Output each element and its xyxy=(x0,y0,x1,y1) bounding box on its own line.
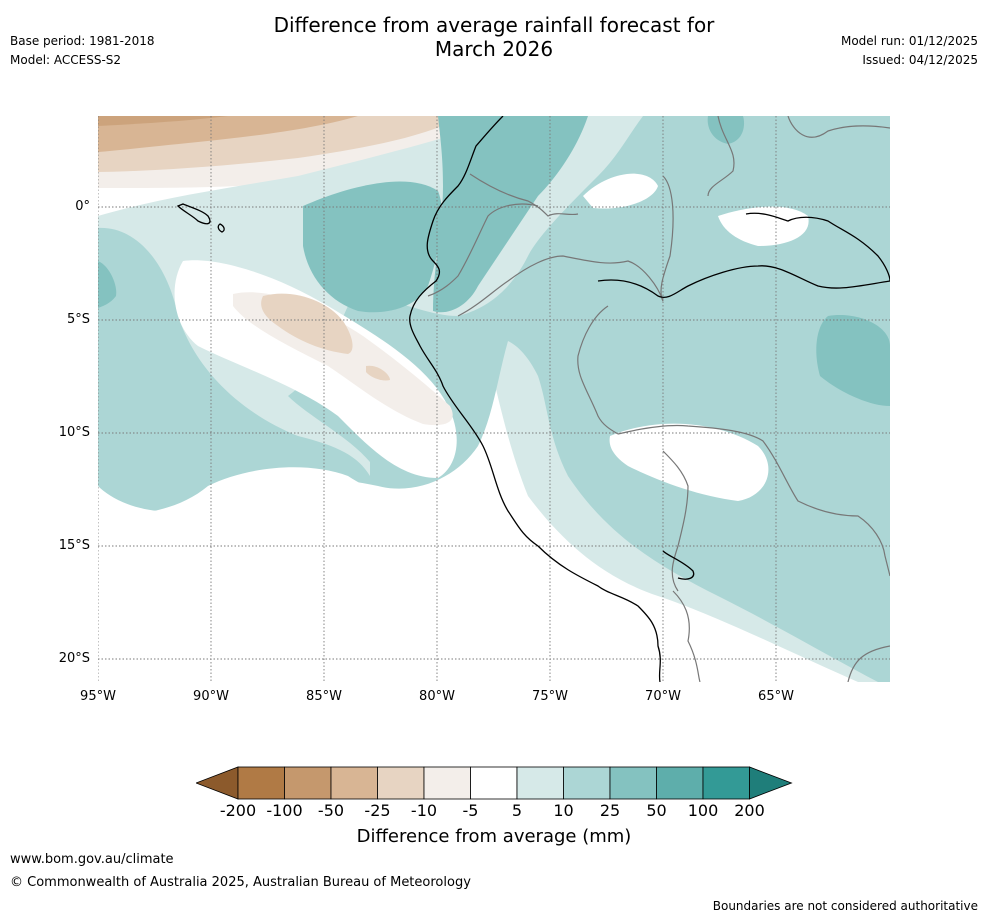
contour-dry-10-spot xyxy=(366,365,390,381)
lon-label-85w: 85°W xyxy=(306,689,342,704)
contour-wet-25-west xyxy=(303,181,443,313)
model-name: Model: ACCESS-S2 xyxy=(10,53,122,67)
colorbar-tick-label: 100 xyxy=(687,801,719,820)
border-peru-bolivia xyxy=(662,450,689,592)
contour-normal-bolivia xyxy=(609,423,769,501)
galapagos-isabela xyxy=(176,203,211,225)
contour-dry-50 xyxy=(98,116,228,126)
lon-label-95w: 95°W xyxy=(80,689,116,704)
south-america-west-coast xyxy=(409,116,661,682)
galapagos-island xyxy=(217,223,225,233)
colorbar-tick-label: -10 xyxy=(410,801,438,820)
border-colombia-ecuador xyxy=(469,173,579,217)
border-peru-brazil xyxy=(577,305,619,435)
contour-normal-east-2 xyxy=(718,206,809,246)
model-run-date: Model run: 01/12/2025 xyxy=(840,34,978,48)
contour-normal-east-1 xyxy=(583,173,658,209)
lat-label-15s: 15°S xyxy=(58,538,90,553)
colorbar-tick-label: -100 xyxy=(266,801,303,820)
colorbar-segment xyxy=(470,766,518,800)
footer-disclaimer: Boundaries are not considered authoritat… xyxy=(712,899,978,913)
base-period: Base period: 1981-2018 xyxy=(10,34,155,48)
contour-dry-25 xyxy=(98,116,358,152)
colorbar-extend-high xyxy=(749,766,793,800)
footer-copyright: © Commonwealth of Australia 2025, Austra… xyxy=(10,875,471,890)
colorbar-tick-label: -25 xyxy=(364,801,391,820)
colorbar-segment xyxy=(609,766,657,800)
colorbar-tick-label: 200 xyxy=(734,801,765,820)
run-info: Model run: 01/12/2025 Issued: 04/12/2025 xyxy=(841,32,978,70)
title-line-2: March 2026 xyxy=(434,37,554,61)
colorbar-extend-low xyxy=(196,766,239,800)
border-colombia-venezuela xyxy=(707,116,735,197)
lon-label-90w: 90°W xyxy=(193,689,229,704)
colorbar xyxy=(196,766,793,800)
amazon-river-north xyxy=(745,212,890,282)
border-ecuador-peru xyxy=(427,203,539,297)
rainfall-map xyxy=(98,116,890,682)
colorbar-segments xyxy=(196,766,793,800)
map-title: Difference from average rainfall forecas… xyxy=(0,13,988,61)
colorbar-segment xyxy=(656,766,704,800)
colorbar-title: Difference from average (mm) xyxy=(356,826,632,847)
colorbar-segment xyxy=(423,766,471,800)
colorbar-tick-label: -200 xyxy=(219,801,257,820)
colorbar-segment xyxy=(702,766,750,800)
colorbar-tick-label: -5 xyxy=(462,801,479,820)
colorbar-segment xyxy=(330,766,378,800)
colorbar-segment xyxy=(563,766,611,800)
title-line-1: Difference from average rainfall forecas… xyxy=(273,13,715,37)
colorbar-tick-label: 10 xyxy=(553,801,574,820)
lat-label-10s: 10°S xyxy=(58,425,90,440)
lon-label-65w: 65°W xyxy=(758,689,794,704)
contour-wet-25-northeast xyxy=(809,175,864,211)
colorbar-tick-label: 25 xyxy=(599,801,621,820)
graticule xyxy=(98,116,890,682)
contour-wet-10 xyxy=(98,116,890,682)
lat-label-0: 0° xyxy=(75,199,90,214)
border-chile-bolivia xyxy=(672,590,701,682)
lat-label-20s: 20°S xyxy=(58,651,90,666)
lake-titicaca xyxy=(662,550,695,580)
colorbar-segment xyxy=(516,766,564,800)
lon-label-70w: 70°W xyxy=(645,689,681,704)
contour-wet-25-east xyxy=(816,315,890,406)
contour-wet-25-north xyxy=(707,116,745,144)
colorbar-segment xyxy=(377,766,425,800)
coastline xyxy=(176,116,890,682)
lon-label-80w: 80°W xyxy=(419,689,455,704)
colorbar-segment xyxy=(237,766,285,800)
amazon-river xyxy=(597,265,890,298)
colorbar-segment xyxy=(284,766,332,800)
footer-url: www.bom.gov.au/climate xyxy=(10,852,174,867)
issued-date: Issued: 04/12/2025 xyxy=(862,53,978,67)
contour-dry-10-tongue xyxy=(261,293,353,354)
colorbar-tick-label: 5 xyxy=(511,801,523,820)
border-peru-colombia xyxy=(457,255,664,317)
colorbar-tick-label: 50 xyxy=(646,801,667,820)
contour-normal-south xyxy=(98,467,818,682)
contour-wet-25-coast xyxy=(433,116,588,313)
model-info: Base period: 1981-2018 Model: ACCESS-S2 xyxy=(10,32,155,70)
colorbar-tick-label: -50 xyxy=(317,801,345,820)
contour-wet-25-west-edge xyxy=(98,261,117,308)
border-bolivia-paraguay xyxy=(847,645,890,682)
border-brazil-bolivia xyxy=(617,424,890,577)
lat-label-5s: 5°S xyxy=(66,312,90,327)
country-borders xyxy=(427,116,890,682)
lon-label-75w: 75°W xyxy=(532,689,568,704)
border-venezuela-brazil xyxy=(787,116,890,138)
border-colombia-brazil xyxy=(660,175,674,302)
